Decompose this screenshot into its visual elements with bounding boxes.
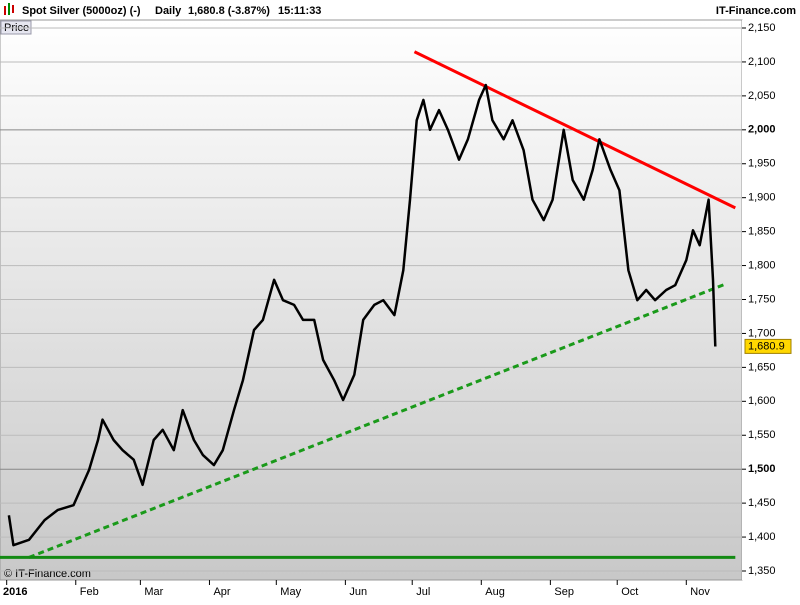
x-tick-label: Sep	[554, 586, 574, 598]
x-tick-label: Mar	[144, 586, 163, 598]
y-tick-label: 1,750	[748, 293, 776, 305]
copyright: © IT-Finance.com	[4, 568, 91, 580]
y-tick-label: 1,800	[748, 259, 776, 271]
title: Spot Silver (5000oz) (-)	[22, 5, 141, 17]
x-tick-label: Aug	[485, 586, 505, 598]
y-tick-label: 2,050	[748, 90, 776, 102]
axis-area	[742, 20, 800, 580]
app-icon	[4, 3, 14, 15]
price-line	[7, 83, 717, 547]
y-tick-label: 1,950	[748, 158, 776, 170]
y-tick-label: 1,600	[748, 395, 776, 407]
time: 15:11:33	[278, 5, 321, 17]
y-tick-label: 1,900	[748, 192, 776, 204]
y-tick-label: 2,000	[748, 124, 776, 136]
period: Daily	[155, 5, 182, 17]
x-tick-label: May	[280, 586, 301, 598]
last-value-label: 1,680.9	[748, 340, 785, 352]
y-tick-label: 1,400	[748, 531, 776, 543]
y-tick-label: 1,450	[748, 497, 776, 509]
y-tick-label: 1,500	[748, 463, 776, 475]
y-tick-label: 1,650	[748, 361, 776, 373]
header-bar	[0, 0, 800, 20]
trendline	[28, 283, 725, 559]
x-tick-label: 2016	[3, 586, 27, 598]
y-tick-label: 1,700	[748, 327, 776, 339]
y-tick-label: 2,150	[748, 22, 776, 34]
x-tick-label: Feb	[80, 586, 99, 598]
x-tick-label: Apr	[213, 586, 230, 598]
trendline	[413, 50, 736, 210]
y-tick-label: 1,850	[748, 226, 776, 238]
last-value-box	[744, 338, 792, 354]
y-tick-label: 2,100	[748, 56, 776, 68]
y-tick-label: 1,550	[748, 429, 776, 441]
x-tick-label: Nov	[690, 586, 710, 598]
last-change: 1,680.8 (-3.87%)	[188, 5, 270, 17]
x-tick-label: Jul	[416, 586, 430, 598]
x-tick-label: Jun	[349, 586, 367, 598]
x-tick-label: Oct	[621, 586, 638, 598]
y-tick-label: 1,350	[748, 565, 776, 577]
brand: IT-Finance.com	[716, 5, 796, 17]
